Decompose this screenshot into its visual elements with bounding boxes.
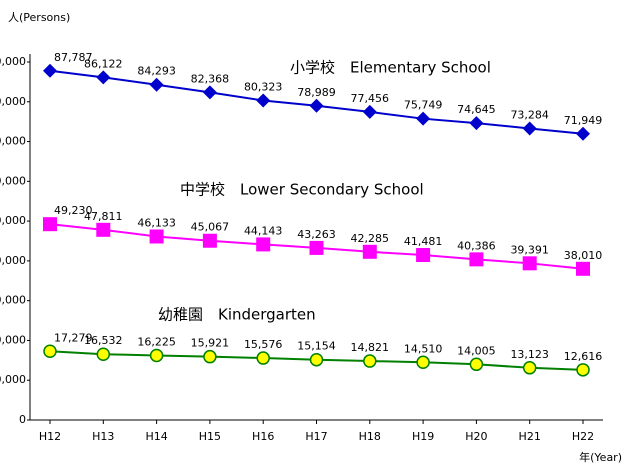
data-label: 86,122 (84, 57, 123, 70)
marker (416, 111, 431, 126)
y-tick-label: 20,000 (0, 333, 26, 346)
data-label: 43,263 (297, 228, 336, 241)
data-label: 41,481 (404, 235, 443, 248)
series-name: 中学校 Lower Secondary School (180, 181, 424, 199)
series-name: 小学校 Elementary School (290, 59, 491, 77)
y-tick-label: 40,000 (0, 254, 26, 267)
marker (96, 222, 111, 237)
data-label: 84,293 (137, 65, 176, 78)
y-tick-label: 10,000 (0, 373, 26, 386)
x-tick-label: H12 (39, 430, 61, 443)
data-label: 45,067 (191, 221, 230, 234)
data-label: 15,154 (297, 340, 336, 353)
data-label: 13,123 (510, 348, 549, 361)
y-tick-label: 60,000 (0, 174, 26, 187)
x-tick-label: H15 (199, 430, 221, 443)
x-tick-label: H18 (359, 430, 381, 443)
marker (416, 355, 430, 370)
data-label: 42,285 (351, 232, 390, 245)
series-name: 幼稚園 Kindergarten (158, 306, 316, 324)
y-tick-label: 0 (19, 413, 26, 426)
data-label: 15,921 (191, 337, 230, 350)
data-label: 71,949 (564, 114, 603, 127)
marker (576, 261, 590, 276)
marker (149, 348, 164, 363)
data-label: 16,225 (137, 335, 176, 348)
marker (576, 126, 590, 141)
x-tick-label: H19 (412, 430, 434, 443)
marker (363, 354, 377, 368)
y-tick-label: 90,000 (0, 55, 26, 68)
marker (256, 351, 270, 365)
marker (576, 363, 590, 377)
data-label: 78,989 (297, 86, 336, 99)
marker (522, 361, 537, 375)
data-label: 73,284 (510, 108, 549, 121)
x-axis-label: 年(Year) (579, 450, 622, 464)
marker (416, 247, 431, 262)
marker (469, 357, 484, 372)
marker (522, 121, 537, 136)
data-label: 80,323 (244, 80, 283, 93)
marker (362, 104, 377, 119)
data-label: 39,391 (510, 243, 549, 256)
marker (96, 70, 111, 85)
marker (256, 237, 271, 252)
data-label: 75,749 (404, 99, 443, 112)
data-label: 14,821 (351, 341, 390, 354)
data-label: 38,010 (564, 249, 603, 262)
y-axis-label: 人(Persons) (8, 11, 70, 24)
marker (469, 116, 484, 131)
data-label: 77,456 (351, 92, 390, 105)
data-label: 44,143 (244, 224, 283, 237)
marker (202, 85, 217, 100)
marker (203, 349, 217, 364)
marker (43, 217, 57, 232)
data-label: 15,576 (244, 338, 283, 351)
x-tick-label: H21 (519, 430, 541, 443)
data-label: 46,133 (137, 216, 176, 229)
marker (149, 229, 164, 244)
marker (96, 347, 111, 361)
y-tick-label: 50,000 (0, 214, 26, 227)
data-label: 49,230 (54, 204, 93, 217)
marker (469, 252, 484, 267)
marker (256, 93, 271, 108)
marker (149, 77, 164, 92)
x-tick-label: H20 (465, 430, 487, 443)
data-label: 14,005 (457, 344, 496, 357)
data-label: 12,616 (564, 350, 603, 363)
marker (43, 63, 57, 78)
data-label: 17,279 (54, 331, 93, 344)
data-label: 16,532 (84, 334, 123, 347)
marker (309, 240, 324, 255)
data-label: 14,510 (404, 342, 443, 355)
x-tick-label: H17 (305, 430, 327, 443)
x-tick-label: H22 (572, 430, 594, 443)
marker (43, 344, 57, 359)
marker (309, 98, 324, 113)
marker (362, 244, 377, 259)
marker (309, 352, 324, 367)
x-tick-label: H14 (145, 430, 167, 443)
marker (202, 233, 217, 248)
data-label: 74,645 (457, 103, 496, 116)
data-label: 87,787 (54, 51, 93, 64)
data-label: 47,811 (84, 210, 123, 223)
marker (522, 256, 537, 271)
y-tick-label: 80,000 (0, 95, 26, 108)
y-tick-label: 30,000 (0, 294, 26, 307)
data-label: 82,368 (191, 72, 230, 85)
x-tick-label: H13 (92, 430, 114, 443)
x-tick-label: H16 (252, 430, 274, 443)
y-tick-label: 70,000 (0, 135, 26, 148)
data-label: 40,386 (457, 239, 496, 252)
